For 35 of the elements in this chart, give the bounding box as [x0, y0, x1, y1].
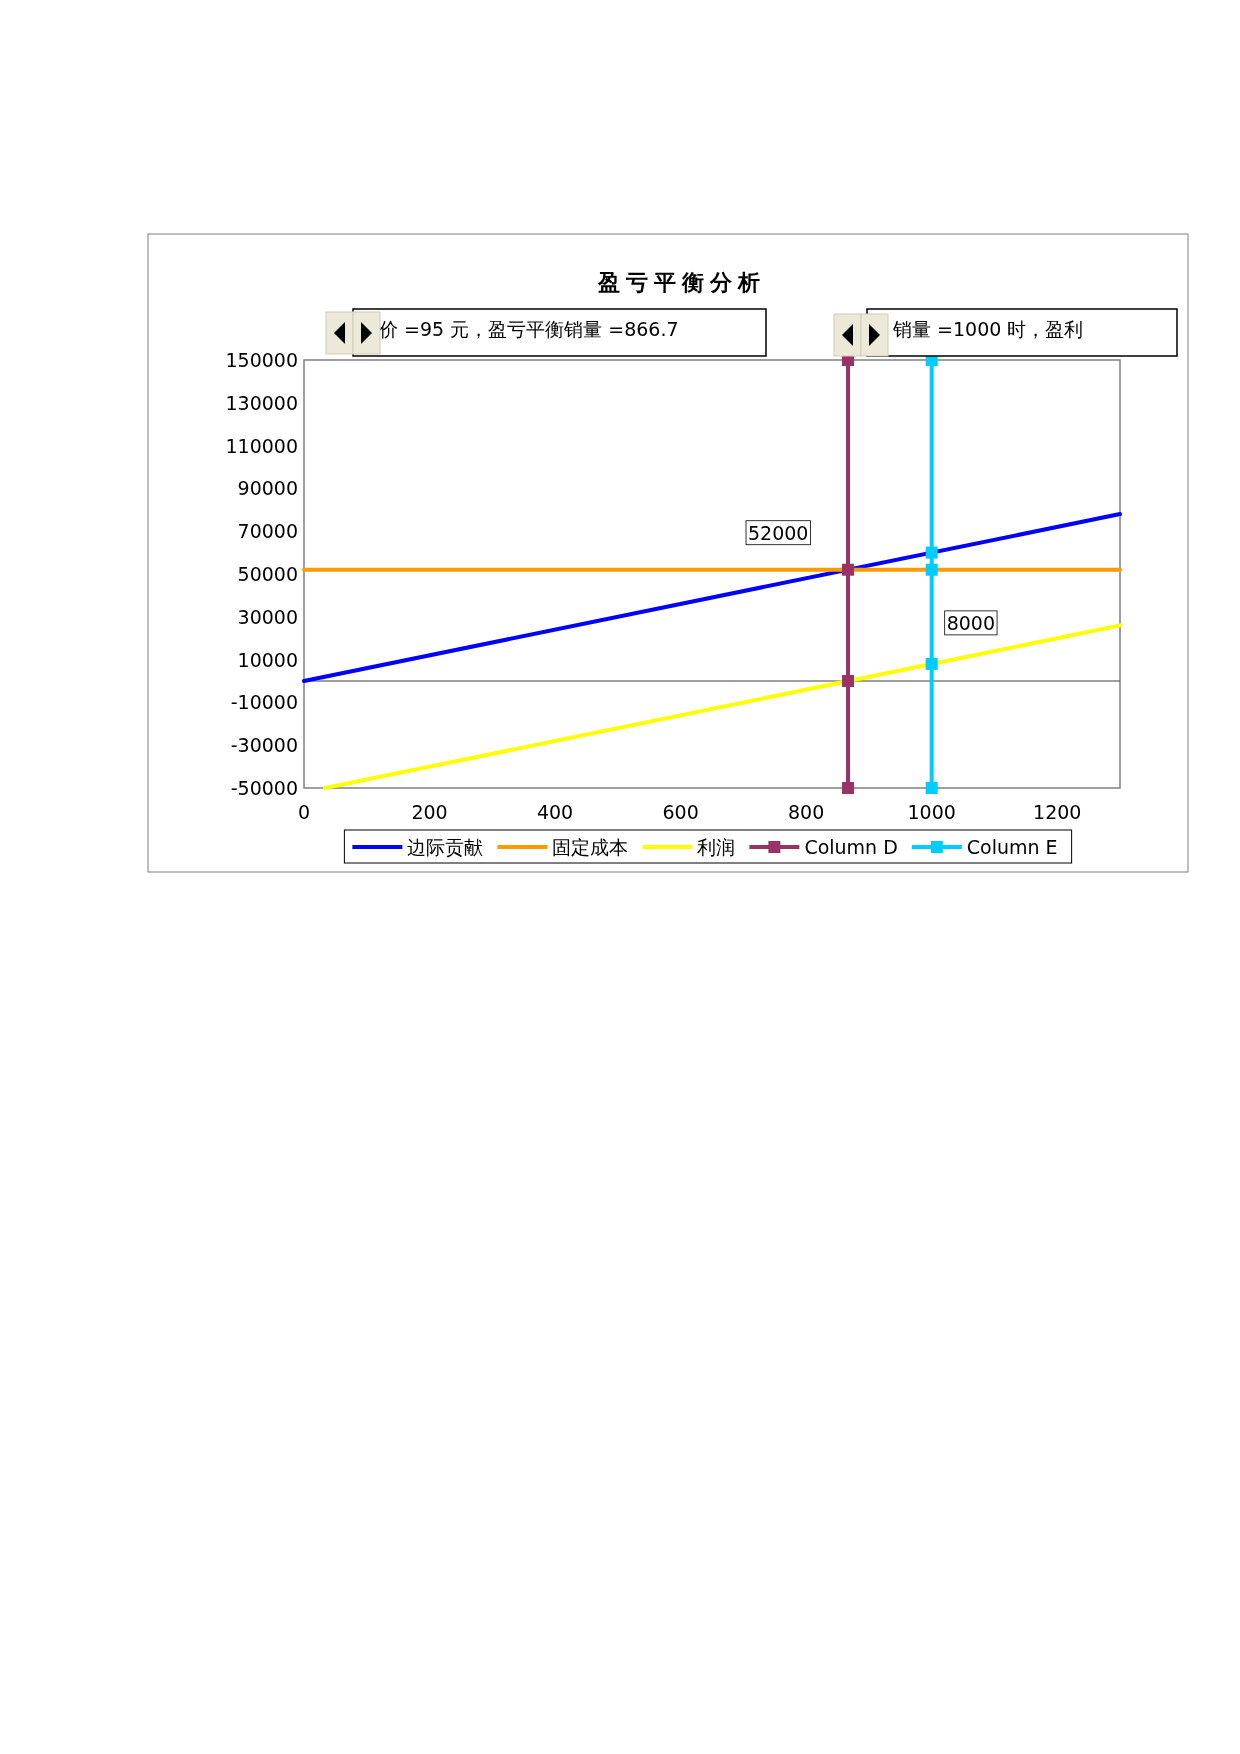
x-tick-label: 0 — [297, 801, 311, 823]
y-tick-label: 90000 — [237, 477, 298, 500]
x-tick-label: 800 — [788, 801, 825, 823]
y-tick-label: 150000 — [225, 349, 298, 371]
y-tick-label: -10000 — [230, 691, 298, 714]
chart-title: 盈亏平衡分析 — [597, 270, 766, 295]
legend-label: 边际贡献 — [407, 836, 484, 858]
legend-label: Column D — [804, 836, 898, 858]
y-tick-label: 130000 — [225, 391, 298, 414]
x-tick-label: 1000 — [907, 801, 956, 823]
text: 销量 =1000 时，盈利 — [892, 318, 1084, 340]
x-tick-label: 600 — [662, 801, 699, 823]
y-tick-label: 30000 — [237, 605, 298, 628]
point — [842, 675, 855, 687]
legend-label: 固定成本 — [552, 836, 629, 858]
annotation: 52000 — [748, 521, 809, 544]
point — [842, 563, 855, 576]
y-tick-label: -30000 — [230, 734, 298, 757]
y-tick-label: 50000 — [237, 563, 298, 585]
y-tick-label: -50000 — [230, 777, 298, 799]
x-tick-label: 1200 — [1033, 801, 1082, 823]
y-tick-label: 110000 — [225, 434, 298, 457]
point — [925, 563, 938, 576]
x-tick-label: 200 — [411, 801, 448, 823]
legend-label: Column E — [966, 836, 1058, 858]
legend-label: 利润 — [697, 836, 736, 858]
y-tick-label: 70000 — [237, 520, 298, 543]
x-tick-label: 400 — [536, 801, 574, 823]
text: 价 =95 元，盈亏平衡销量 =866.7 — [378, 318, 679, 340]
y-tick-label: 10000 — [237, 648, 298, 671]
point — [842, 782, 855, 794]
point — [925, 546, 938, 559]
annotation: 8000 — [946, 611, 996, 634]
point — [925, 782, 938, 794]
point — [925, 657, 938, 670]
